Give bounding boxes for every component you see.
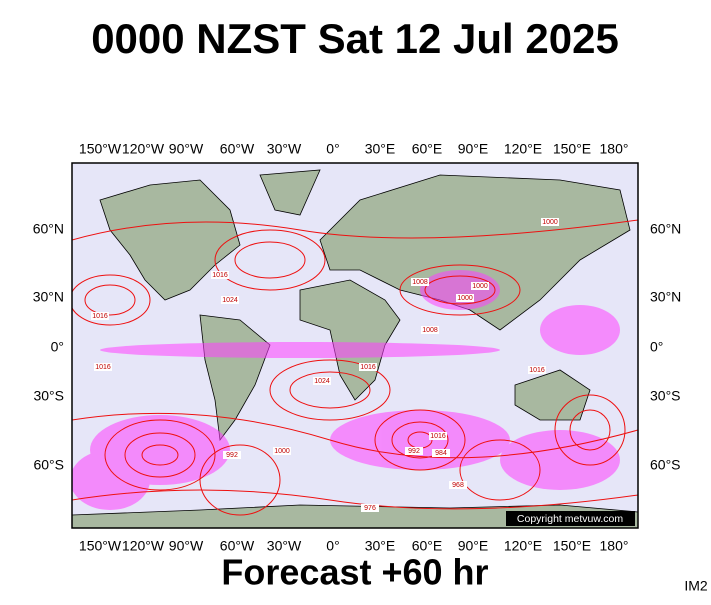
longitude-label: 30°E — [365, 141, 396, 157]
isobar-label-bg — [432, 449, 450, 457]
forecast: Forecast +60 hr — [221, 552, 488, 593]
isobar-label: 984 — [435, 450, 447, 457]
longitude-label: 150°E — [553, 141, 591, 157]
longitude-label: 120°W — [122, 141, 165, 157]
isobar-label-bg — [361, 504, 379, 512]
isobar-labels: 1016 1016 1016 1024 1008 1000 1000 1008 1016 1024… — [91, 218, 559, 512]
latitude-label: 30°S — [33, 388, 64, 404]
isobar-label-bg — [313, 377, 331, 385]
isobar-label-bg — [411, 278, 429, 286]
isobar-label: 976 — [364, 505, 376, 512]
isobar-label: 1024 — [222, 297, 238, 304]
land — [72, 169, 638, 528]
latitude-label: 30°N — [33, 289, 64, 305]
isobar-label-bg — [359, 363, 377, 371]
isobar-label: 1000 — [274, 448, 290, 455]
longitude-label: 60°E — [412, 538, 443, 554]
latitude-label: 60°N — [650, 221, 681, 237]
isobar-label: 1000 — [457, 295, 473, 302]
latitude-label: 0° — [51, 339, 64, 355]
longitude-label: 120°E — [504, 538, 542, 554]
antarctica — [72, 504, 638, 528]
longitude-label: 150°E — [553, 538, 591, 554]
isobar-label: 1016 — [92, 313, 108, 320]
latitude-label: 60°S — [33, 457, 64, 473]
isobar-label-bg — [541, 218, 559, 226]
isobar-label-bg — [405, 447, 423, 455]
map: 1016 1016 1016 1024 1008 1000 1000 1008 1016 1024… — [72, 163, 638, 528]
title: 0000 NZST Sat 12 Jul 2025 — [91, 15, 619, 62]
longitude-label: 30°W — [267, 538, 302, 554]
isobar-label: 1000 — [472, 283, 488, 290]
isobar-label: 1000 — [542, 219, 558, 226]
isobar-label-bg — [456, 294, 474, 302]
isobar-label: 968 — [452, 482, 464, 489]
longitude-label: 0° — [326, 141, 339, 157]
isobar-label-bg — [223, 451, 241, 459]
axes: 150°W150°W120°W120°W90°W90°W60°W60°W30°W… — [33, 141, 682, 554]
longitude-label: 180° — [600, 141, 629, 157]
isobar-label-bg — [429, 432, 447, 440]
isobar-label-bg — [471, 282, 489, 290]
longitude-label: 0° — [326, 538, 339, 554]
eurasia — [319, 174, 631, 331]
isobar-label: 1008 — [422, 327, 438, 334]
map-frame — [71, 162, 639, 529]
isobar-label: 1016 — [212, 272, 228, 279]
isobar-label: 1024 — [314, 378, 330, 385]
longitude-label: 120°E — [504, 141, 542, 157]
isobar-label-bg — [94, 363, 112, 371]
latitude-label: 60°N — [33, 221, 64, 237]
image-id: IM2 — [684, 578, 708, 594]
isobar-label: 1016 — [95, 364, 111, 371]
isobar-label-bg — [273, 447, 291, 455]
copyright: Copyright metvuw.com — [517, 513, 623, 525]
north-america — [99, 179, 241, 301]
isobar-label-bg — [449, 481, 467, 489]
copyright-box — [506, 511, 635, 526]
latitude-label: 0° — [650, 339, 663, 355]
longitude-label: 90°W — [169, 538, 204, 554]
isobar-label: 1016 — [360, 364, 376, 371]
isobar-label-bg — [91, 312, 109, 320]
latitude-label: 30°S — [650, 388, 681, 404]
longitude-label: 150°W — [79, 538, 122, 554]
isobar-label: 1008 — [412, 279, 428, 286]
greenland — [259, 169, 321, 216]
isobar-label-bg — [211, 271, 229, 279]
isobar-label: 992 — [226, 452, 238, 459]
longitude-label: 150°W — [79, 141, 122, 157]
isobars — [72, 219, 638, 516]
isobar-label: 992 — [408, 448, 420, 455]
longitude-label: 60°W — [220, 538, 255, 554]
isobar-label-bg — [421, 326, 439, 334]
longitude-label: 90°E — [458, 141, 489, 157]
longitude-label: 60°E — [412, 141, 443, 157]
isobar-label: 1016 — [430, 433, 446, 440]
longitude-label: 90°E — [458, 538, 489, 554]
australia — [514, 369, 591, 421]
longitude-label: 30°W — [267, 141, 302, 157]
longitude-label: 90°W — [169, 141, 204, 157]
latitude-label: 60°S — [650, 457, 681, 473]
longitude-label: 180° — [600, 538, 629, 554]
longitude-label: 60°W — [220, 141, 255, 157]
latitude-label: 30°N — [650, 289, 681, 305]
longitude-label: 120°W — [122, 538, 165, 554]
isobar-label-bg — [221, 296, 239, 304]
isobar-label: 1016 — [529, 367, 545, 374]
isobar-label-bg — [528, 366, 546, 374]
longitude-label: 30°E — [365, 538, 396, 554]
